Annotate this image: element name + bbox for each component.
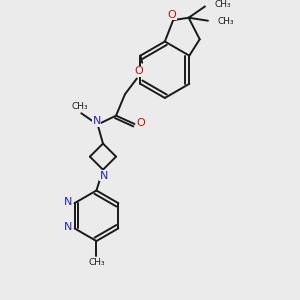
Text: CH₃: CH₃ <box>71 102 88 111</box>
Text: N: N <box>64 222 72 232</box>
Text: N: N <box>100 171 108 181</box>
Text: CH₃: CH₃ <box>214 1 231 10</box>
Text: O: O <box>134 66 143 76</box>
Text: N: N <box>92 116 101 126</box>
Text: CH₃: CH₃ <box>218 17 234 26</box>
Text: N: N <box>64 197 72 207</box>
Text: O: O <box>167 10 176 20</box>
Text: O: O <box>136 118 146 128</box>
Text: CH₃: CH₃ <box>88 258 105 267</box>
